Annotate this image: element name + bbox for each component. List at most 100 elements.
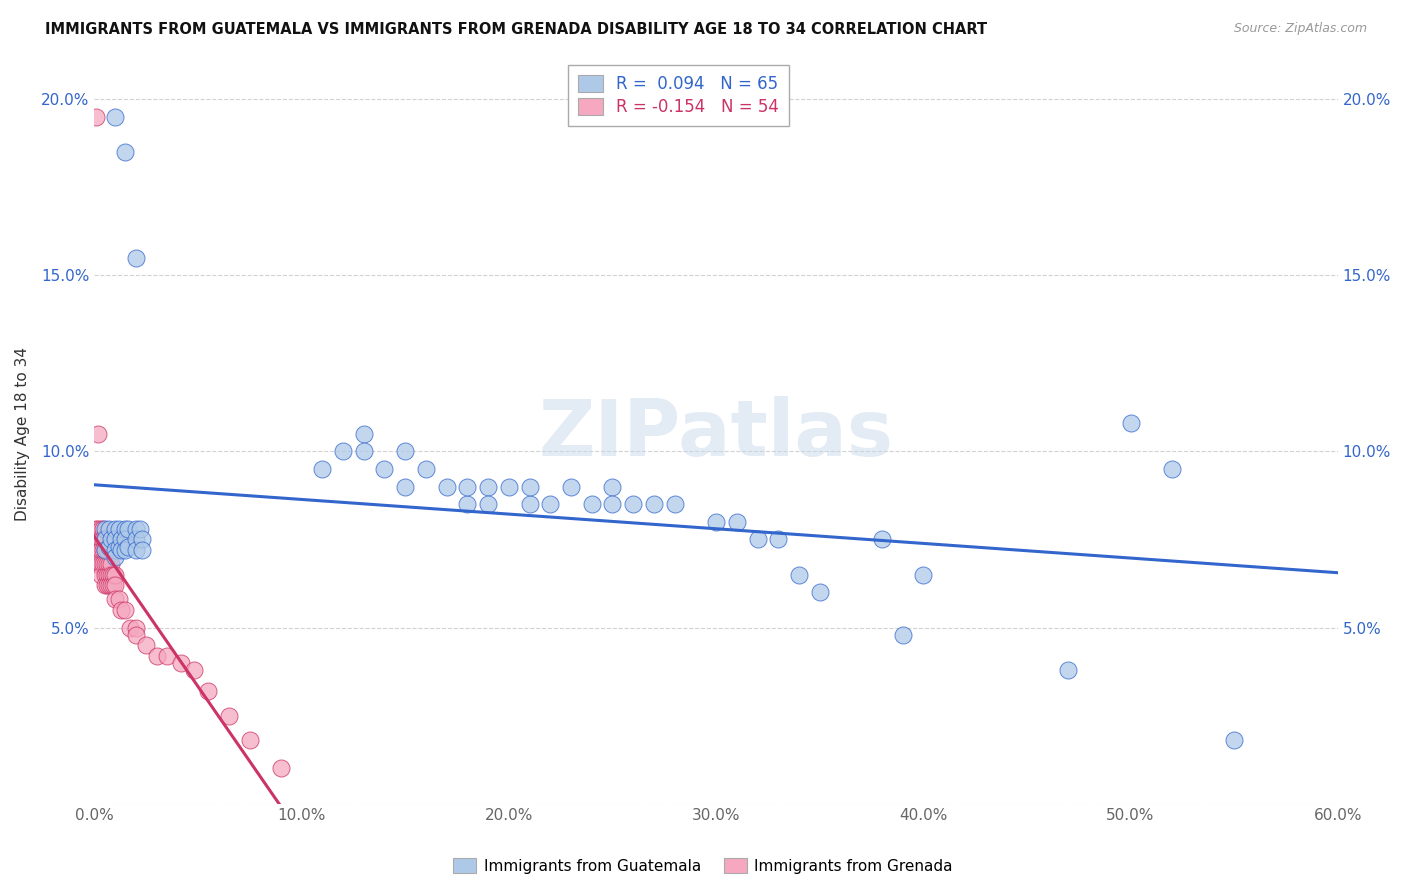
Point [93,567,115,582]
Point [93,533,115,547]
Point [86,533,108,547]
Point [87,543,110,558]
Point [747,533,769,547]
Point [353,426,375,441]
Text: IMMIGRANTS FROM GUATEMALA VS IMMIGRANTS FROM GRENADA DISABILITY AGE 18 TO 34 COR: IMMIGRANTS FROM GUATEMALA VS IMMIGRANTS … [45,22,987,37]
Point [97,578,120,592]
Point [93,578,115,592]
Text: ZIPatlas: ZIPatlas [538,396,894,472]
Point [1223,733,1246,747]
Point [91,533,114,547]
Point [183,663,205,677]
Point [87,426,110,441]
Point [808,585,831,599]
Point [131,533,153,547]
Point [104,550,127,565]
Point [91,557,114,571]
Point [353,444,375,458]
Point [131,543,153,558]
Point [125,522,148,536]
Point [90,533,112,547]
Point [97,540,120,554]
Point [415,462,437,476]
Point [664,497,686,511]
Point [93,543,115,558]
Point [125,533,148,547]
Point [86,522,108,536]
Point [145,648,167,663]
Point [97,522,120,536]
Point [110,603,132,617]
Point [90,522,112,536]
Point [1161,462,1184,476]
Point [104,567,127,582]
Point [91,522,114,536]
Point [129,522,152,536]
Point [87,522,110,536]
Point [114,522,136,536]
Point [170,656,193,670]
Point [114,543,136,558]
Point [96,557,118,571]
Point [86,110,108,124]
Point [93,543,115,558]
Text: Source: ZipAtlas.com: Source: ZipAtlas.com [1233,22,1367,36]
Point [100,578,122,592]
Point [86,543,108,558]
Point [704,515,727,529]
Point [891,627,914,641]
Point [100,533,122,547]
Point [125,543,148,558]
Point [96,543,118,558]
Point [436,480,458,494]
Point [90,543,112,558]
Point [104,533,127,547]
Point [560,480,582,494]
Point [1119,417,1142,431]
Point [90,557,112,571]
Point [197,684,219,698]
Point [456,480,478,494]
Point [477,497,499,511]
Point [93,522,115,536]
Point [101,578,124,592]
Point [104,592,127,607]
Point [581,497,603,511]
Point [373,462,395,476]
Point [602,480,624,494]
Point [477,480,499,494]
Legend: R =  0.094   N = 65, R = -0.154   N = 54: R = 0.094 N = 65, R = -0.154 N = 54 [568,65,789,127]
Point [114,145,136,160]
Point [117,522,139,536]
Point [456,497,478,511]
Point [870,533,893,547]
Point [104,543,127,558]
Point [110,533,132,547]
Point [270,761,292,775]
Point [100,557,122,571]
Point [332,444,354,458]
Point [87,557,110,571]
Point [104,110,127,124]
Point [519,497,541,511]
Point [104,522,127,536]
Point [912,567,935,582]
Point [108,540,131,554]
Point [602,497,624,511]
Point [787,567,810,582]
Point [104,578,127,592]
Point [538,497,561,511]
Point [97,567,120,582]
Point [125,621,148,635]
Point [100,567,122,582]
Point [93,557,115,571]
Point [110,543,132,558]
Point [498,480,520,494]
Point [108,522,131,536]
Point [125,627,148,641]
Point [394,480,416,494]
Point [108,592,131,607]
Point [96,567,118,582]
Point [91,543,114,558]
Point [118,621,141,635]
